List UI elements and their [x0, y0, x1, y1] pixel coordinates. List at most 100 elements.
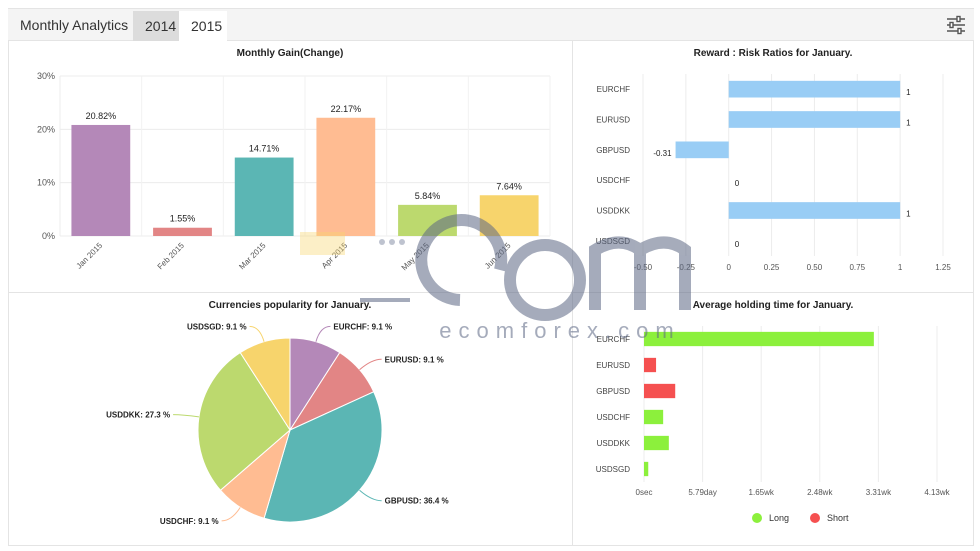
- bar-data-label: 22.17%: [331, 104, 362, 114]
- bar-data-label: 0: [735, 240, 740, 249]
- watermark-dot: [379, 239, 385, 245]
- pie-slice-label: GBPUSD: 36.4 %: [385, 497, 449, 506]
- x-tick-label: 4.13wk: [924, 488, 950, 497]
- bar-data-label: 7.64%: [496, 181, 522, 191]
- bar-mar-2015: [234, 157, 294, 236]
- bar-data-label: 0: [735, 179, 740, 188]
- legend-marker-short: [810, 513, 820, 523]
- watermark-dot: [399, 239, 405, 245]
- bar-short-eurusd: [644, 357, 657, 373]
- x-tick-label: Feb 2015: [156, 241, 187, 272]
- bar-long-usdsgd: [644, 461, 649, 477]
- watermark-yellow-shape: [300, 232, 345, 255]
- bar-data-label: 20.82%: [86, 111, 117, 121]
- watermark-logo: ecomforex.com: [300, 214, 691, 343]
- x-tick-label: 0.50: [807, 263, 823, 272]
- bar-feb-2015: [153, 227, 212, 236]
- y-category-label: USDDKK: [597, 207, 631, 216]
- dashboard-frame: [8, 8, 974, 546]
- x-tick-label: Mar 2015: [237, 241, 268, 272]
- y-tick-label: 30%: [37, 71, 55, 81]
- gain-chart-title: Monthly Gain(Change): [237, 48, 344, 59]
- bar-long-eurchf: [644, 331, 874, 347]
- x-tick-label: 3.31wk: [866, 488, 892, 497]
- x-tick-label: 0.25: [764, 263, 780, 272]
- y-category-label: USDDKK: [597, 439, 631, 448]
- bar-eurusd: [728, 111, 901, 128]
- pie-leader-line: [221, 507, 241, 522]
- legend-label-long: Long: [769, 513, 789, 523]
- y-category-label: EURCHF: [597, 335, 630, 344]
- x-tick-label: 2.48wk: [807, 488, 833, 497]
- watermark-text: ecomforex.com: [439, 318, 680, 343]
- y-tick-label: 20%: [37, 124, 55, 134]
- bar-short-gbpusd: [644, 383, 676, 399]
- x-tick-label: Jan 2015: [75, 241, 105, 271]
- bar-usddkk: [728, 202, 901, 219]
- bar-data-label: 14.71%: [249, 144, 280, 154]
- y-category-label: EURUSD: [596, 361, 630, 370]
- y-tick-label: 0%: [42, 231, 55, 241]
- y-category-label: GBPUSD: [596, 387, 630, 396]
- x-tick-label: 0: [726, 263, 731, 272]
- pie-leader-line: [359, 489, 382, 502]
- pie-leader-line: [249, 325, 265, 342]
- header-bar: Monthly Analytics 2014 2015: [8, 9, 974, 41]
- pie-slice-usddkk: [197, 351, 291, 491]
- pie-slice-gbpusd: [263, 391, 383, 523]
- bar-data-label: 1: [906, 119, 911, 128]
- watermark-m-shape: [589, 236, 691, 310]
- x-tick-label: 0sec: [636, 488, 653, 497]
- gain-chart: 0% 10% 20% 30% 20.82% Jan 2015 1.55% Feb 2015 14…: [37, 71, 551, 272]
- y-category-label: EURUSD: [596, 116, 630, 125]
- bar-jan-2015: [71, 124, 131, 236]
- page-title: Monthly Analytics: [20, 17, 129, 33]
- x-tick-label: 1.65wk: [749, 488, 775, 497]
- legend-label-short: Short: [827, 513, 849, 523]
- pie-leader-line: [315, 325, 331, 342]
- pie-slice-usdsgd: [239, 337, 291, 432]
- y-category-label: USDSGD: [596, 465, 630, 474]
- hold-chart: 0sec 5.79day 1.65wk 2.48wk 3.31wk 4.13wk EURCH…: [596, 326, 951, 523]
- tab-2015[interactable]: 2015: [179, 11, 227, 41]
- y-category-label: USDCHF: [597, 176, 630, 185]
- bar-data-label: 1: [906, 88, 911, 97]
- x-tick-label: 1.25: [935, 263, 951, 272]
- y-tick-label: 10%: [37, 178, 55, 188]
- pie-chart-title: Currencies popularity for January.: [209, 300, 372, 311]
- hold-chart-title: Average holding time for January.: [693, 300, 854, 311]
- pie-slice-label: USDSGD: 9.1 %: [187, 322, 247, 331]
- y-category-label: USDCHF: [597, 413, 630, 422]
- bar-gbpusd: [675, 141, 729, 159]
- bar-long-usddkk: [644, 435, 669, 451]
- y-category-label: GBPUSD: [596, 146, 630, 155]
- x-tick-label: 1: [898, 263, 903, 272]
- pie-leader-line: [359, 358, 382, 371]
- pie-slice-label: USDDKK: 27.3 %: [106, 411, 170, 420]
- bar-apr-2015: [316, 117, 376, 236]
- bar-data-label: 5.84%: [415, 191, 441, 201]
- watermark-e-shape: [415, 214, 508, 306]
- pie-leader-line: [173, 414, 200, 418]
- sliders-icon[interactable]: [946, 15, 966, 35]
- bar-data-label: 1: [906, 210, 911, 219]
- x-tick-label: 5.79day: [688, 488, 716, 497]
- pie-slice-label: EURCHF: 9.1 %: [333, 322, 392, 331]
- bar-eurchf: [728, 80, 901, 98]
- pie-chart: EURCHF: 9.1 % EURUSD: 9.1 % GBPUSD: 36.4 %…: [106, 322, 449, 525]
- bar-long-usdchf: [644, 409, 664, 425]
- watermark-o-shape: [504, 239, 586, 321]
- bar-data-label: 1.55%: [170, 214, 196, 224]
- rr-chart-title: Reward : Risk Ratios for January.: [694, 48, 853, 59]
- horizontal-divider: [8, 292, 974, 293]
- bar-data-label: -0.31: [653, 149, 672, 158]
- tab-2014[interactable]: 2014: [133, 11, 179, 41]
- pie-slice-label: USDCHF: 9.1 %: [160, 517, 219, 526]
- y-category-label: EURCHF: [597, 85, 630, 94]
- watermark-dot: [389, 239, 395, 245]
- x-tick-label: 0.75: [849, 263, 865, 272]
- legend-marker-long: [752, 513, 762, 523]
- pie-slice-label: EURUSD: 9.1 %: [385, 355, 444, 364]
